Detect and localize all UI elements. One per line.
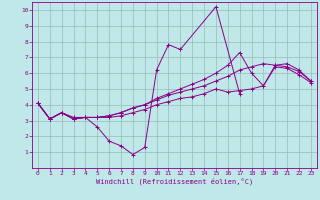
X-axis label: Windchill (Refroidissement éolien,°C): Windchill (Refroidissement éolien,°C) xyxy=(96,178,253,185)
